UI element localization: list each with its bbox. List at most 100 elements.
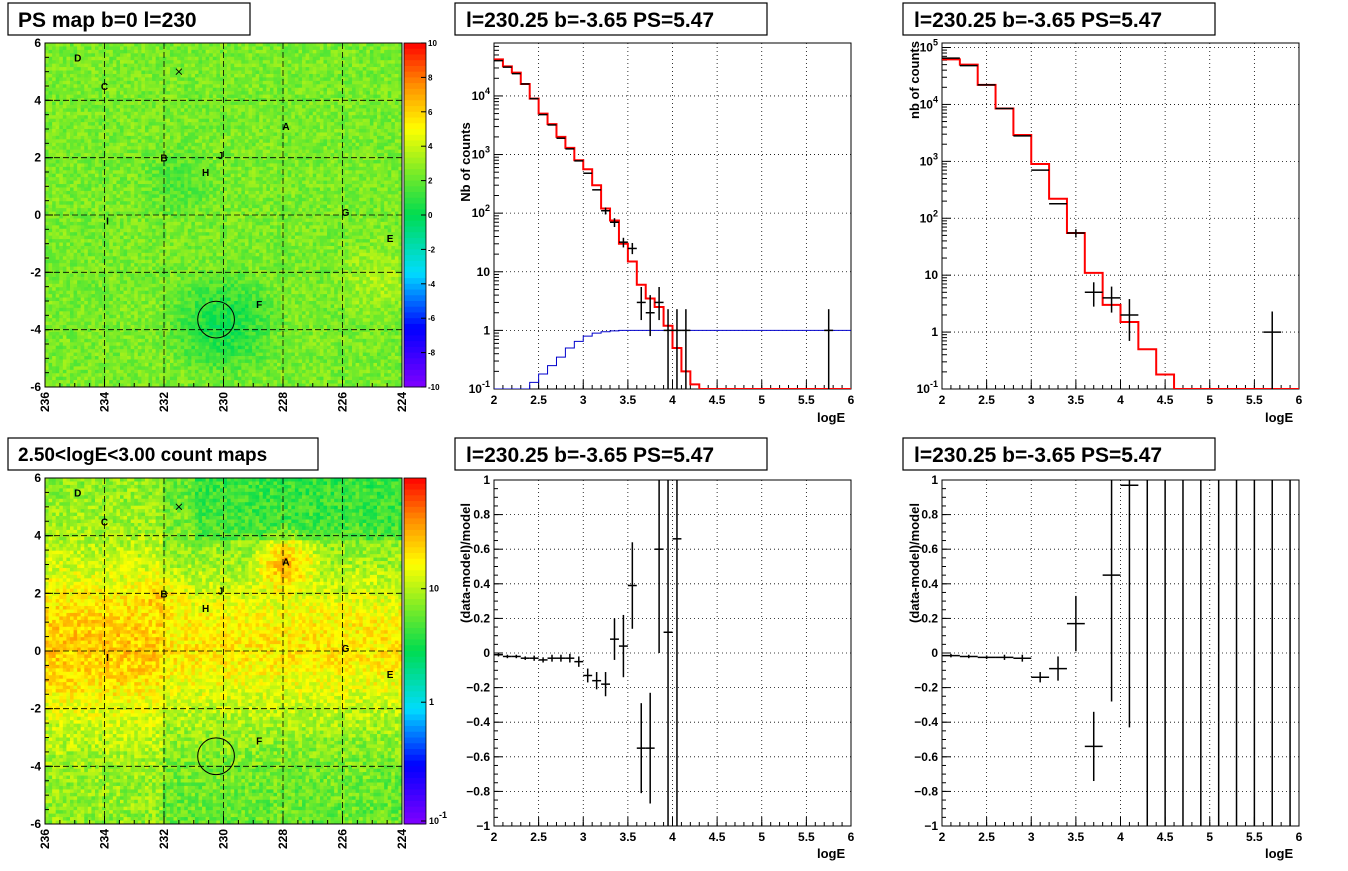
heatmap-cell — [144, 73, 149, 78]
heatmap-cell — [155, 87, 160, 92]
heatmap-cell — [162, 335, 167, 340]
heatmap-cell — [148, 373, 153, 378]
heatmap-cell — [48, 101, 53, 106]
heatmap-cell — [62, 70, 67, 75]
heatmap-cell — [191, 221, 196, 226]
heatmap-cell — [80, 87, 85, 92]
heatmap-cell — [127, 307, 132, 312]
heatmap-cell — [123, 369, 128, 374]
heatmap-cell — [66, 221, 71, 226]
heatmap-cell — [191, 156, 196, 161]
heatmap-cell — [177, 362, 182, 367]
heatmap-cell — [148, 280, 153, 285]
heatmap-cell — [169, 376, 174, 381]
heatmap-cell — [198, 232, 203, 237]
heatmap-cell — [55, 245, 60, 250]
heatmap-cell — [98, 166, 103, 171]
heatmap-cell — [205, 290, 210, 295]
heatmap-cell — [144, 166, 149, 171]
heatmap-cell — [69, 297, 74, 302]
heatmap-cell — [55, 380, 60, 384]
heatmap-cell — [84, 173, 89, 178]
heatmap-cell — [155, 335, 160, 340]
heatmap-cell — [162, 321, 167, 326]
heatmap-cell — [62, 197, 67, 202]
heatmap-cell — [109, 321, 114, 326]
heatmap-cell — [219, 122, 224, 126]
heatmap-cell — [162, 91, 167, 95]
heatmap-cell — [134, 108, 139, 113]
heatmap-cell — [84, 153, 89, 157]
heatmap-cell — [119, 301, 124, 305]
heatmap-cell — [48, 190, 53, 195]
heatmap-cell — [94, 139, 99, 144]
heatmap-cell — [144, 197, 149, 202]
heatmap-cell — [212, 53, 217, 58]
heatmap-cell — [77, 77, 82, 82]
heatmap-cell — [80, 187, 85, 192]
heatmap-cell — [73, 373, 78, 378]
heatmap-cell — [184, 301, 189, 305]
heatmap-cell — [173, 104, 178, 109]
heatmap-cell — [127, 283, 132, 288]
heatmap-cell — [87, 129, 92, 133]
heatmap-cell — [102, 245, 107, 250]
heatmap-cell — [66, 321, 71, 326]
heatmap-cell — [180, 338, 185, 343]
heatmap-cell — [127, 67, 132, 71]
heatmap-cell — [152, 349, 157, 353]
heatmap-cell — [173, 91, 178, 95]
heatmap-cell — [84, 380, 89, 384]
heatmap-cell — [84, 228, 89, 233]
heatmap-cell — [180, 259, 185, 264]
heatmap-cell — [191, 187, 196, 192]
heatmap-cell — [119, 259, 124, 264]
heatmap-cell — [134, 46, 139, 51]
heatmap-cell — [180, 225, 185, 230]
heatmap-cell — [209, 259, 214, 264]
heatmap-cell — [159, 111, 164, 116]
heatmap-cell — [173, 122, 178, 126]
heatmap-cell — [134, 259, 139, 264]
heatmap-cell — [66, 301, 71, 305]
heatmap-cell — [73, 287, 78, 292]
heatmap-cell — [212, 383, 217, 387]
heatmap-cell — [52, 232, 57, 237]
heatmap-cell — [94, 362, 99, 367]
heatmap-cell — [62, 170, 67, 175]
heatmap-cell — [166, 80, 171, 85]
heatmap-cell — [166, 177, 171, 181]
heatmap-cell — [87, 307, 92, 312]
heatmap-cell — [141, 328, 146, 333]
heatmap-cell — [159, 159, 164, 164]
heatmap-cell — [166, 235, 171, 240]
heatmap-cell — [184, 211, 189, 216]
heatmap-cell — [98, 142, 103, 147]
heatmap-cell — [216, 170, 221, 175]
heatmap-cell — [45, 228, 49, 233]
heatmap-cell — [184, 235, 189, 240]
heatmap-cell — [73, 328, 78, 333]
heatmap-cell — [187, 173, 192, 178]
heatmap-cell — [52, 342, 57, 347]
heatmap-cell — [112, 104, 117, 109]
heatmap-cell — [87, 311, 92, 316]
heatmap-cell — [144, 331, 149, 336]
heatmap-cell — [173, 331, 178, 336]
heatmap-cell — [194, 194, 199, 199]
heatmap-cell — [84, 129, 89, 133]
heatmap-cell — [166, 256, 171, 261]
heatmap-cell — [191, 215, 196, 219]
heatmap-cell — [219, 349, 224, 353]
heatmap-cell — [141, 204, 146, 209]
heatmap-cell — [159, 211, 164, 216]
heatmap-cell — [87, 149, 92, 154]
heatmap-cell — [173, 211, 178, 216]
heatmap-cell — [173, 204, 178, 209]
heatmap-cell — [105, 170, 110, 175]
heatmap-cell — [109, 77, 114, 82]
heatmap-cell — [127, 373, 132, 378]
heatmap-cell — [169, 331, 174, 336]
heatmap-cell — [77, 273, 82, 278]
heatmap-cell — [87, 53, 92, 58]
